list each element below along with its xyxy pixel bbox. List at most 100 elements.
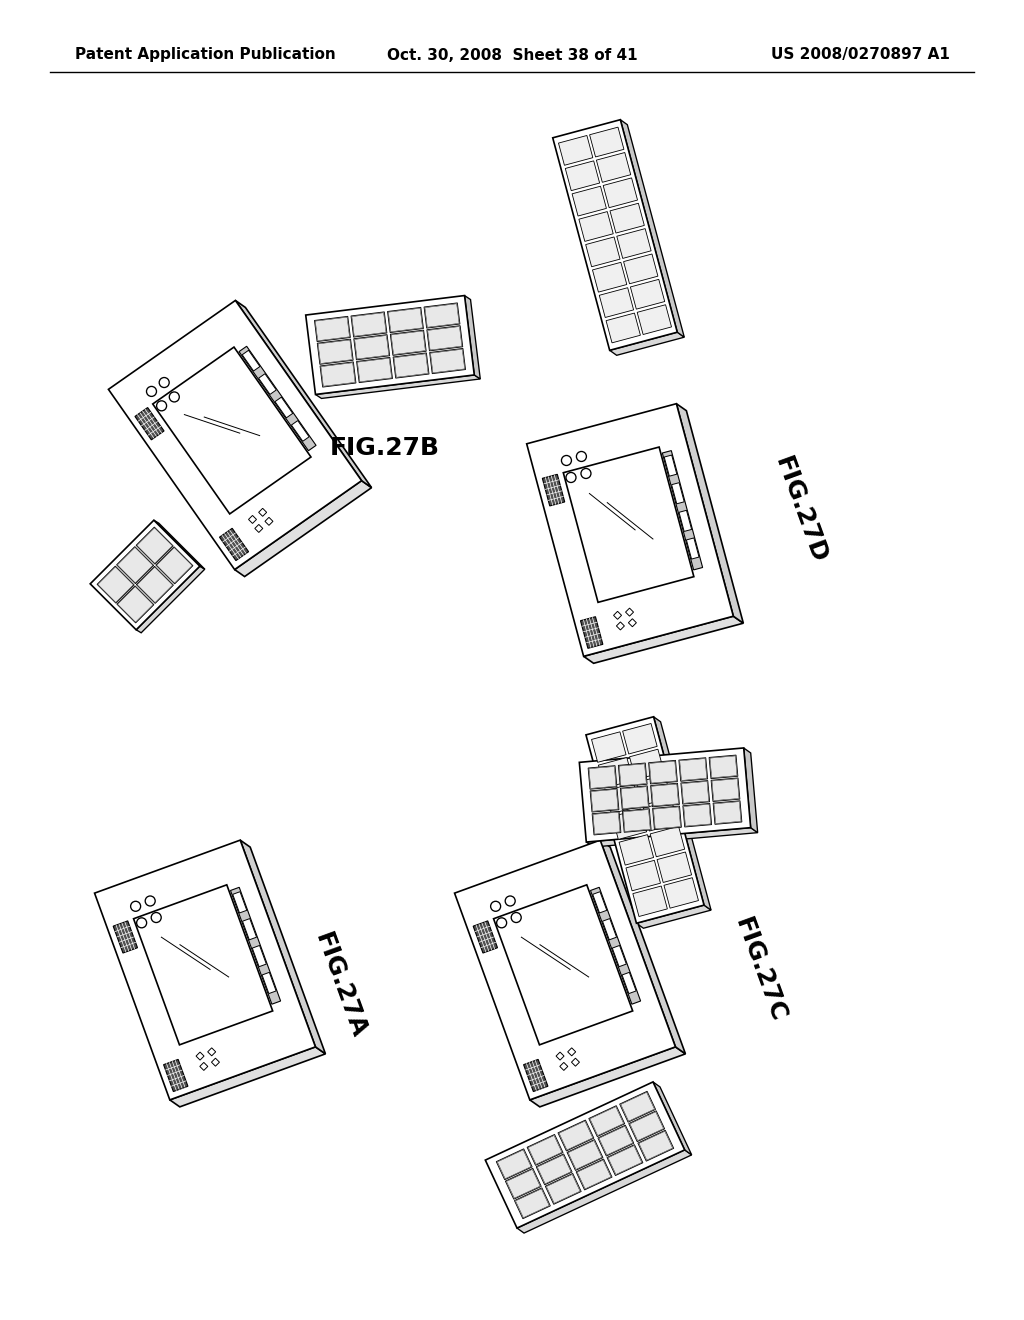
Polygon shape	[114, 921, 137, 953]
Polygon shape	[631, 280, 665, 309]
Polygon shape	[485, 1082, 685, 1228]
Text: FIG.27D: FIG.27D	[770, 454, 830, 566]
Polygon shape	[560, 1063, 567, 1071]
Polygon shape	[259, 508, 266, 516]
Polygon shape	[136, 566, 173, 603]
Polygon shape	[571, 1059, 580, 1067]
Polygon shape	[590, 788, 618, 812]
Polygon shape	[317, 339, 353, 364]
Polygon shape	[234, 480, 372, 577]
Polygon shape	[388, 309, 423, 331]
Polygon shape	[164, 1060, 188, 1092]
Polygon shape	[259, 374, 276, 395]
Polygon shape	[633, 886, 668, 916]
Polygon shape	[393, 352, 429, 378]
Polygon shape	[97, 566, 134, 603]
Polygon shape	[590, 1106, 624, 1135]
Polygon shape	[643, 801, 678, 832]
Polygon shape	[528, 1135, 562, 1164]
Polygon shape	[249, 515, 256, 524]
Polygon shape	[679, 511, 691, 532]
Polygon shape	[638, 1130, 674, 1162]
Polygon shape	[653, 717, 711, 909]
Polygon shape	[593, 892, 607, 913]
Text: Patent Application Publication: Patent Application Publication	[75, 48, 336, 62]
Polygon shape	[157, 548, 193, 583]
Polygon shape	[596, 153, 631, 182]
Polygon shape	[712, 779, 739, 801]
Polygon shape	[543, 474, 564, 506]
Polygon shape	[314, 317, 350, 342]
Polygon shape	[563, 447, 694, 602]
Polygon shape	[153, 347, 311, 513]
Polygon shape	[200, 1063, 208, 1071]
Polygon shape	[424, 302, 460, 329]
Polygon shape	[649, 762, 677, 783]
Polygon shape	[208, 1048, 216, 1056]
Polygon shape	[394, 354, 428, 378]
Polygon shape	[232, 892, 247, 913]
Polygon shape	[598, 758, 633, 788]
Polygon shape	[117, 586, 154, 623]
Polygon shape	[680, 759, 707, 780]
Polygon shape	[624, 809, 650, 832]
Polygon shape	[598, 1125, 634, 1156]
Polygon shape	[321, 362, 356, 387]
Polygon shape	[681, 780, 710, 804]
Polygon shape	[567, 1139, 603, 1171]
Polygon shape	[318, 341, 352, 363]
Polygon shape	[599, 1126, 633, 1155]
Polygon shape	[683, 804, 712, 828]
Polygon shape	[684, 804, 711, 826]
Polygon shape	[353, 334, 390, 360]
Polygon shape	[682, 781, 709, 804]
Polygon shape	[652, 807, 681, 830]
Polygon shape	[243, 350, 260, 371]
Polygon shape	[265, 517, 273, 525]
Polygon shape	[592, 731, 626, 763]
Polygon shape	[650, 826, 685, 857]
Polygon shape	[498, 1150, 531, 1179]
Polygon shape	[710, 756, 737, 777]
Polygon shape	[559, 1121, 593, 1150]
Polygon shape	[648, 760, 678, 784]
Polygon shape	[624, 253, 657, 284]
Polygon shape	[252, 945, 266, 966]
Polygon shape	[351, 312, 387, 337]
Polygon shape	[517, 1150, 691, 1233]
Polygon shape	[713, 801, 742, 825]
Polygon shape	[137, 568, 173, 603]
Polygon shape	[616, 228, 651, 259]
Polygon shape	[527, 1134, 563, 1166]
Polygon shape	[622, 973, 636, 994]
Polygon shape	[580, 748, 751, 842]
Text: FIG.27C: FIG.27C	[730, 915, 790, 1026]
Polygon shape	[603, 178, 638, 207]
Polygon shape	[118, 548, 153, 583]
Polygon shape	[653, 1082, 691, 1155]
Polygon shape	[94, 840, 315, 1100]
Polygon shape	[494, 884, 633, 1045]
Polygon shape	[565, 161, 600, 190]
Polygon shape	[612, 945, 627, 966]
Polygon shape	[629, 619, 636, 627]
Polygon shape	[497, 1148, 532, 1180]
Polygon shape	[672, 483, 684, 504]
Polygon shape	[677, 404, 743, 623]
Polygon shape	[621, 1093, 654, 1121]
Polygon shape	[170, 1047, 326, 1107]
Polygon shape	[315, 317, 349, 341]
Polygon shape	[526, 404, 733, 656]
Polygon shape	[572, 186, 606, 216]
Polygon shape	[357, 358, 391, 381]
Polygon shape	[612, 809, 647, 840]
Polygon shape	[538, 1155, 571, 1184]
Polygon shape	[390, 330, 426, 355]
Polygon shape	[219, 528, 249, 561]
Polygon shape	[109, 301, 361, 569]
Polygon shape	[537, 1154, 572, 1185]
Polygon shape	[620, 764, 646, 785]
Polygon shape	[428, 326, 462, 350]
Polygon shape	[599, 288, 634, 318]
Polygon shape	[584, 616, 743, 664]
